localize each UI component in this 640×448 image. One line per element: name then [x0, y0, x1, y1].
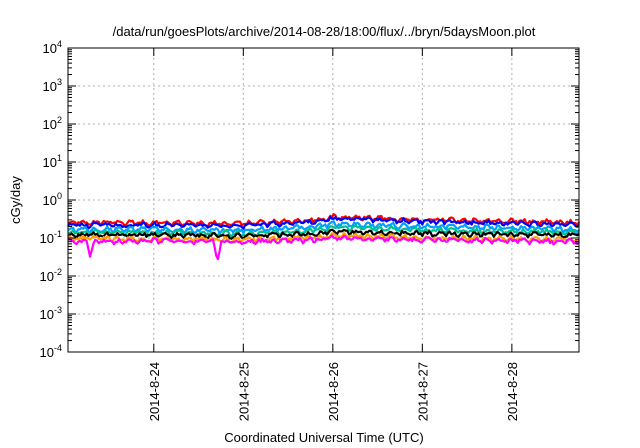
series-line-7: [67, 234, 580, 261]
series-line-2: [67, 215, 580, 230]
y-tick-label: 101: [43, 153, 62, 170]
y-tick-label: 104: [43, 39, 62, 56]
x-tick-label: 2014-8-28: [505, 362, 520, 421]
x-axis-label: Coordinated Universal Time (UTC): [224, 430, 423, 445]
x-axis: 2014-8-24 2014-8-25 2014-8-26 2014-8-27 2014…: [147, 48, 520, 421]
y-tick-label: 100: [43, 191, 62, 208]
x-tick-label: 2014-8-26: [326, 362, 341, 421]
chart-title: /data/run/goesPlots/archive/2014-08-28/1…: [113, 24, 536, 39]
y-tick-label: 102: [43, 115, 62, 132]
y-tick-label: 10-2: [40, 267, 62, 284]
y-tick-label: 10-4: [40, 343, 62, 360]
series-line-5: [67, 228, 580, 240]
series-line-3: [67, 220, 580, 235]
y-axis-label: cGy/day: [8, 176, 23, 224]
y-tick-label: 103: [43, 77, 62, 94]
y-tick-label: 10-3: [40, 305, 62, 322]
series-group: [67, 213, 581, 261]
x-tick-label: 2014-8-27: [415, 362, 430, 421]
series-line-4: [67, 224, 580, 238]
x-tick-label: 2014-8-24: [147, 362, 162, 421]
y-axis: 10-4 10-3 10-2 10-1 100 101 102 103 104: [40, 39, 579, 360]
y-tick-label: 10-1: [40, 229, 62, 246]
grid: [68, 48, 579, 352]
x-tick-label: 2014-8-25: [236, 362, 251, 421]
